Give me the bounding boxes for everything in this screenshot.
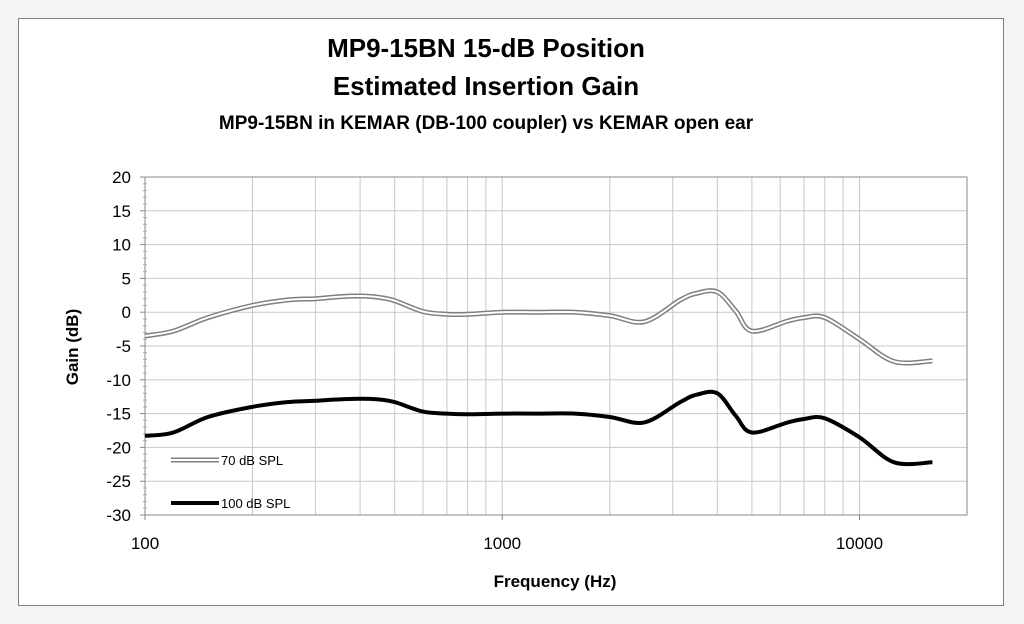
x-axis-title: Frequency (Hz)	[494, 572, 617, 591]
y-tick-label: 15	[112, 202, 131, 221]
y-tick-label: -20	[106, 438, 131, 457]
y-tick-label: -10	[106, 371, 131, 390]
y-tick-label: -15	[106, 405, 131, 424]
legend-label-100db: 100 dB SPL	[221, 496, 290, 511]
x-tick-label: 100	[131, 534, 159, 553]
chart-titles: MP9-15BN 15-dB Position Estimated Insert…	[219, 33, 754, 134]
y-axis-title: Gain (dB)	[63, 309, 82, 386]
y-tick-label: 10	[112, 236, 131, 255]
chart-title-line-1: MP9-15BN 15-dB Position	[327, 33, 645, 63]
x-tick-label: 1000	[483, 534, 521, 553]
series-70db-line-outer	[144, 288, 933, 366]
data-series	[144, 288, 933, 467]
x-tick-label: 10000	[836, 534, 883, 553]
y-tick-label: -25	[106, 472, 131, 491]
chart-subtitle: MP9-15BN in KEMAR (DB-100 coupler) vs KE…	[219, 113, 754, 134]
y-tick-label: 0	[122, 303, 131, 322]
chart-title-line-2: Estimated Insertion Gain	[333, 71, 639, 101]
y-tick-label: 5	[122, 269, 131, 288]
y-tick-label: -5	[116, 337, 131, 356]
series-70db-line-inner	[144, 289, 933, 364]
chart: MP9-15BN 15-dB Position Estimated Insert…	[63, 33, 968, 591]
legend-label-70db: 70 dB SPL	[221, 453, 283, 468]
y-tick-label: 20	[112, 168, 131, 187]
chart-frame: MP9-15BN 15-dB Position Estimated Insert…	[18, 18, 1004, 606]
series-100db-line	[144, 389, 933, 467]
y-tick-label: -30	[106, 506, 131, 525]
legend: 70 dB SPL 100 dB SPL	[171, 453, 290, 511]
